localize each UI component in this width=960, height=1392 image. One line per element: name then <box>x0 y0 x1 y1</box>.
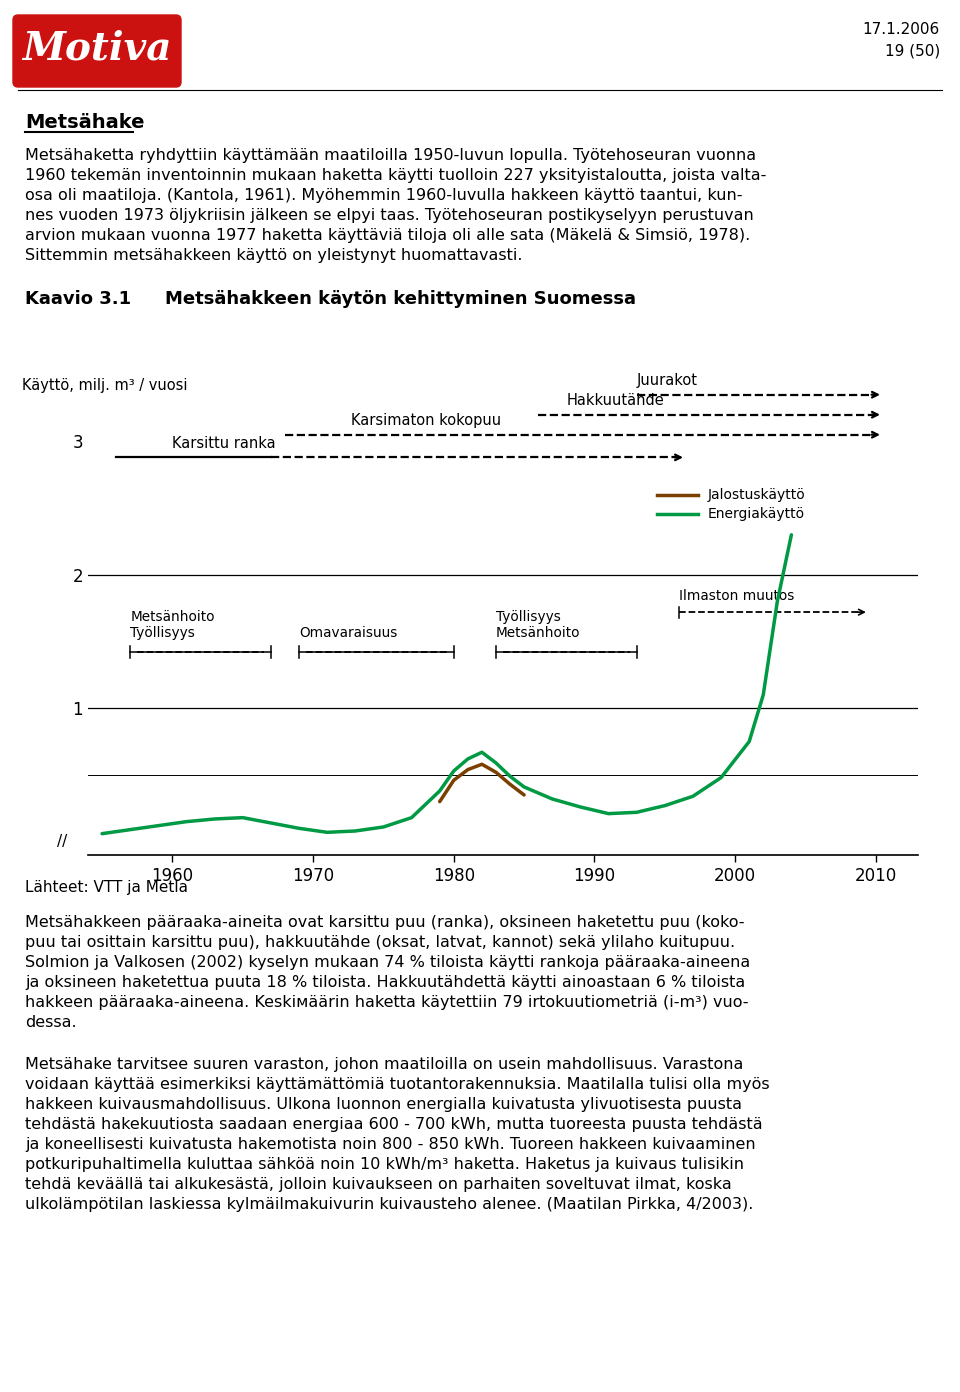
Text: Karsittu ranka: Karsittu ranka <box>173 436 276 451</box>
Text: Omavaraisuus: Omavaraisuus <box>299 626 397 640</box>
FancyBboxPatch shape <box>13 15 181 86</box>
Text: Työllisyys
Metsänhoito: Työllisyys Metsänhoito <box>496 610 581 640</box>
Text: ja oksineen haketettua puuta 18 % tiloista. Hakkuutähdettä käytti ainoastaan 6 %: ja oksineen haketettua puuta 18 % tilois… <box>25 974 745 990</box>
Text: hakkeen pääraaka-aineena. Keskiмäärin haketta käytettiin 79 irtokuutiometriä (i-: hakkeen pääraaka-aineena. Keskiмäärin ha… <box>25 995 749 1011</box>
Text: //: // <box>57 834 67 849</box>
Text: tehdä keväällä tai alkukesästä, jolloin kuivaukseen on parhaiten soveltuvat ilma: tehdä keväällä tai alkukesästä, jolloin … <box>25 1178 732 1192</box>
Text: Metsähaketta ryhdyttiin käyttämään maatiloilla 1950-luvun lopulla. Työtehoseuran: Metsähaketta ryhdyttiin käyttämään maati… <box>25 148 756 163</box>
Text: potkuripuhaltimella kuluttaa sähköä noin 10 kWh/m³ haketta. Haketus ja kuivaus t: potkuripuhaltimella kuluttaa sähköä noin… <box>25 1157 744 1172</box>
Text: arvion mukaan vuonna 1977 haketta käyttäviä tiloja oli alle sata (Mäkelä & Simsi: arvion mukaan vuonna 1977 haketta käyttä… <box>25 228 751 244</box>
Text: Metsähake: Metsähake <box>25 113 145 132</box>
Text: dessa.: dessa. <box>25 1015 77 1030</box>
Text: Ilmaston muutos: Ilmaston muutos <box>679 589 794 603</box>
Text: tehdästä hakekuutiosta saadaan energiaa 600 - 700 kWh, mutta tuoreesta puusta te: tehdästä hakekuutiosta saadaan energiaa … <box>25 1116 762 1132</box>
Text: Jalostuskäyttö: Jalostuskäyttö <box>708 487 805 501</box>
Text: Karsimaton kokopuu: Karsimaton kokopuu <box>350 413 501 429</box>
Text: Metsähakkeen pääraaka-aineita ovat karsittu puu (ranka), oksineen haketettu puu : Metsähakkeen pääraaka-aineita ovat karsi… <box>25 915 745 930</box>
Text: 1960 tekemän inventoinnin mukaan haketta käytti tuolloin 227 yksityistaloutta, j: 1960 tekemän inventoinnin mukaan haketta… <box>25 168 766 182</box>
Text: 19 (50): 19 (50) <box>885 45 940 58</box>
Text: Metsähakkeen käytön kehittyminen Suomessa: Metsähakkeen käytön kehittyminen Suomess… <box>165 290 636 308</box>
Text: Hakkuutähde: Hakkuutähde <box>566 393 664 408</box>
Text: osa oli maatiloja. (Kantola, 1961). Myöhemmin 1960-luvulla hakkeen käyttö taantu: osa oli maatiloja. (Kantola, 1961). Myöh… <box>25 188 742 203</box>
Text: voidaan käyttää esimerkiksi käyttämättömiä tuotantorakennuksia. Maatilalla tulis: voidaan käyttää esimerkiksi käyttämättöm… <box>25 1077 770 1091</box>
Text: Käyttö, milj. m³ / vuosi: Käyttö, milj. m³ / vuosi <box>21 377 187 393</box>
Text: ja koneellisesti kuivatusta hakemotista noin 800 - 850 kWh. Tuoreen hakkeen kuiv: ja koneellisesti kuivatusta hakemotista … <box>25 1137 756 1153</box>
Text: Energiakäyttö: Energiakäyttö <box>708 507 805 521</box>
Text: hakkeen kuivausmahdollisuus. Ulkona luonnon energialla kuivatusta ylivuotisesta : hakkeen kuivausmahdollisuus. Ulkona luon… <box>25 1097 742 1112</box>
Text: Juurakot: Juurakot <box>636 373 698 388</box>
Text: nes vuoden 1973 öljykriisin jälkeen se elpyi taas. Työtehoseuran postikyselyyn p: nes vuoden 1973 öljykriisin jälkeen se e… <box>25 207 754 223</box>
Text: Motiva: Motiva <box>22 31 172 68</box>
Text: Solmion ja Valkosen (2002) kyselyn mukaan 74 % tiloista käytti rankoja pääraaka-: Solmion ja Valkosen (2002) kyselyn mukaa… <box>25 955 751 970</box>
Text: 17.1.2006: 17.1.2006 <box>863 22 940 38</box>
Text: puu tai osittain karsittu puu), hakkuutähde (oksat, latvat, kannot) sekä ylilaho: puu tai osittain karsittu puu), hakkuutä… <box>25 935 735 949</box>
Text: Metsähake tarvitsee suuren varaston, johon maatiloilla on usein mahdollisuus. Va: Metsähake tarvitsee suuren varaston, joh… <box>25 1057 743 1072</box>
Text: Sittemmin metsähakkeen käyttö on yleistynyt huomattavasti.: Sittemmin metsähakkeen käyttö on yleisty… <box>25 248 522 263</box>
Text: Lähteet: VTT ja Metla: Lähteet: VTT ja Metla <box>25 880 188 895</box>
Text: ulkolämpötilan laskiessa kylmäilmakuivurin kuivausteho alenee. (Maatilan Pirkka,: ulkolämpötilan laskiessa kylmäilmakuivur… <box>25 1197 754 1212</box>
Text: Metsänhoito
Työllisyys: Metsänhoito Työllisyys <box>131 610 215 640</box>
Text: Kaavio 3.1: Kaavio 3.1 <box>25 290 132 308</box>
